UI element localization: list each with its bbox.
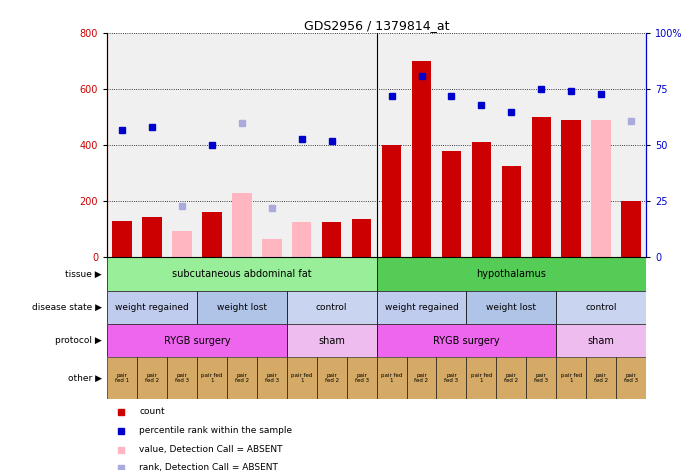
Bar <box>197 291 287 324</box>
Text: pair
fed 2: pair fed 2 <box>594 373 608 383</box>
Text: tissue ▶: tissue ▶ <box>65 269 102 278</box>
Text: pair
fed 3: pair fed 3 <box>354 373 369 383</box>
Bar <box>466 357 496 399</box>
Bar <box>257 357 287 399</box>
Text: RYGB surgery: RYGB surgery <box>164 336 230 346</box>
Text: control: control <box>316 303 348 312</box>
Text: rank, Detection Call = ABSENT: rank, Detection Call = ABSENT <box>140 464 278 473</box>
Bar <box>352 219 371 257</box>
Bar <box>137 357 167 399</box>
Bar <box>322 222 341 257</box>
Bar <box>496 357 527 399</box>
Bar <box>556 324 646 357</box>
Bar <box>472 143 491 257</box>
Bar <box>466 291 556 324</box>
Bar <box>107 324 287 357</box>
Text: sham: sham <box>319 336 345 346</box>
Bar <box>287 357 316 399</box>
Bar <box>107 357 137 399</box>
Bar <box>167 357 197 399</box>
Text: percentile rank within the sample: percentile rank within the sample <box>140 426 292 435</box>
Bar <box>316 357 347 399</box>
Bar <box>442 151 461 257</box>
Bar <box>347 357 377 399</box>
Text: count: count <box>140 407 165 416</box>
Bar <box>377 357 406 399</box>
Text: pair
fed 1: pair fed 1 <box>115 373 129 383</box>
Text: pair
fed 2: pair fed 2 <box>235 373 249 383</box>
Bar <box>377 291 466 324</box>
Bar <box>531 117 551 257</box>
Text: other ▶: other ▶ <box>68 374 102 383</box>
Bar <box>556 291 646 324</box>
Bar <box>172 231 191 257</box>
Bar <box>107 257 377 291</box>
Text: pair
fed 2: pair fed 2 <box>415 373 428 383</box>
Text: control: control <box>585 303 617 312</box>
Bar <box>502 166 521 257</box>
Bar <box>406 357 437 399</box>
Text: disease state ▶: disease state ▶ <box>32 303 102 312</box>
Bar <box>262 239 281 257</box>
Text: weight lost: weight lost <box>486 303 536 312</box>
Bar <box>227 357 257 399</box>
Text: pair
fed 3: pair fed 3 <box>444 373 459 383</box>
Text: pair fed
1: pair fed 1 <box>201 373 223 383</box>
Text: pair fed
1: pair fed 1 <box>560 373 582 383</box>
Text: sham: sham <box>588 336 614 346</box>
Bar <box>113 221 132 257</box>
Text: pair fed
1: pair fed 1 <box>291 373 312 383</box>
Text: pair
fed 2: pair fed 2 <box>504 373 518 383</box>
Bar <box>377 257 646 291</box>
Bar <box>621 201 641 257</box>
Bar <box>232 193 252 257</box>
Text: protocol ▶: protocol ▶ <box>55 336 102 345</box>
Text: subcutaneous abdominal fat: subcutaneous abdominal fat <box>172 269 312 279</box>
Bar <box>586 357 616 399</box>
Bar <box>591 120 611 257</box>
Text: pair
fed 3: pair fed 3 <box>175 373 189 383</box>
Text: pair fed
1: pair fed 1 <box>471 373 492 383</box>
Text: pair
fed 2: pair fed 2 <box>145 373 159 383</box>
Bar <box>292 222 312 257</box>
Bar <box>562 120 581 257</box>
Text: value, Detection Call = ABSENT: value, Detection Call = ABSENT <box>140 445 283 454</box>
Text: RYGB surgery: RYGB surgery <box>433 336 500 346</box>
Text: pair
fed 3: pair fed 3 <box>624 373 638 383</box>
Bar <box>437 357 466 399</box>
Bar <box>377 324 556 357</box>
Bar <box>382 145 401 257</box>
Text: pair fed
1: pair fed 1 <box>381 373 402 383</box>
Text: pair
fed 2: pair fed 2 <box>325 373 339 383</box>
Bar <box>527 357 556 399</box>
Text: weight lost: weight lost <box>217 303 267 312</box>
Bar <box>287 324 377 357</box>
Bar <box>616 357 646 399</box>
Bar <box>107 291 197 324</box>
Bar <box>142 217 162 257</box>
Text: pair
fed 3: pair fed 3 <box>534 373 549 383</box>
Bar <box>412 61 431 257</box>
Bar <box>287 291 377 324</box>
Text: weight regained: weight regained <box>115 303 189 312</box>
Title: GDS2956 / 1379814_at: GDS2956 / 1379814_at <box>304 19 449 32</box>
Bar <box>202 212 222 257</box>
Text: hypothalamus: hypothalamus <box>476 269 547 279</box>
Bar <box>556 357 586 399</box>
Text: pair
fed 3: pair fed 3 <box>265 373 279 383</box>
Text: weight regained: weight regained <box>385 303 458 312</box>
Bar <box>197 357 227 399</box>
